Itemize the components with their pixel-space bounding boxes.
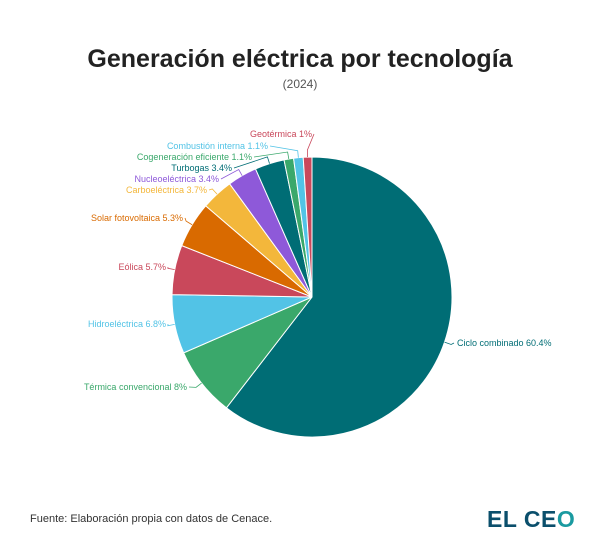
chart-title: Generación eléctrica por tecnología	[87, 45, 513, 73]
leader-line	[444, 341, 455, 345]
data-label: Hidroeléctrica 6.8%	[88, 319, 166, 329]
chart-subtitle: (2024)	[282, 77, 318, 91]
leader-line	[167, 266, 175, 271]
data-label: Combustión interna 1.1%	[167, 141, 268, 151]
pie-slice-geotérmica	[302, 156, 313, 298]
leader-line	[233, 156, 270, 169]
leader-line	[208, 188, 218, 195]
data-label: Turbogas 3.4%	[171, 163, 232, 173]
leader-line	[184, 217, 193, 226]
leader-line	[269, 145, 299, 158]
leader-line	[306, 133, 315, 158]
data-label: Ciclo combinado 60.4%	[457, 338, 552, 348]
data-label: Térmica convencional 8%	[84, 382, 187, 392]
leader-line	[253, 151, 290, 160]
data-label: Eólica 5.7%	[118, 262, 166, 272]
leader-line	[167, 323, 175, 327]
data-label: Geotérmica 1%	[250, 129, 312, 139]
source-note: Fuente: Elaboración propia con datos de …	[30, 513, 273, 525]
data-label: Cogeneración eficiente 1.1%	[137, 152, 252, 162]
leader-line	[220, 169, 243, 180]
data-label: Nucleoeléctrica 3.4%	[134, 174, 219, 184]
logo: EL CEO	[487, 506, 576, 532]
data-label: Carboeléctrica 3.7%	[126, 185, 207, 195]
pie-slice-ciclo-combinado	[225, 156, 453, 438]
leader-line	[188, 382, 202, 388]
data-label: Solar fotovoltaica 5.3%	[91, 213, 183, 223]
